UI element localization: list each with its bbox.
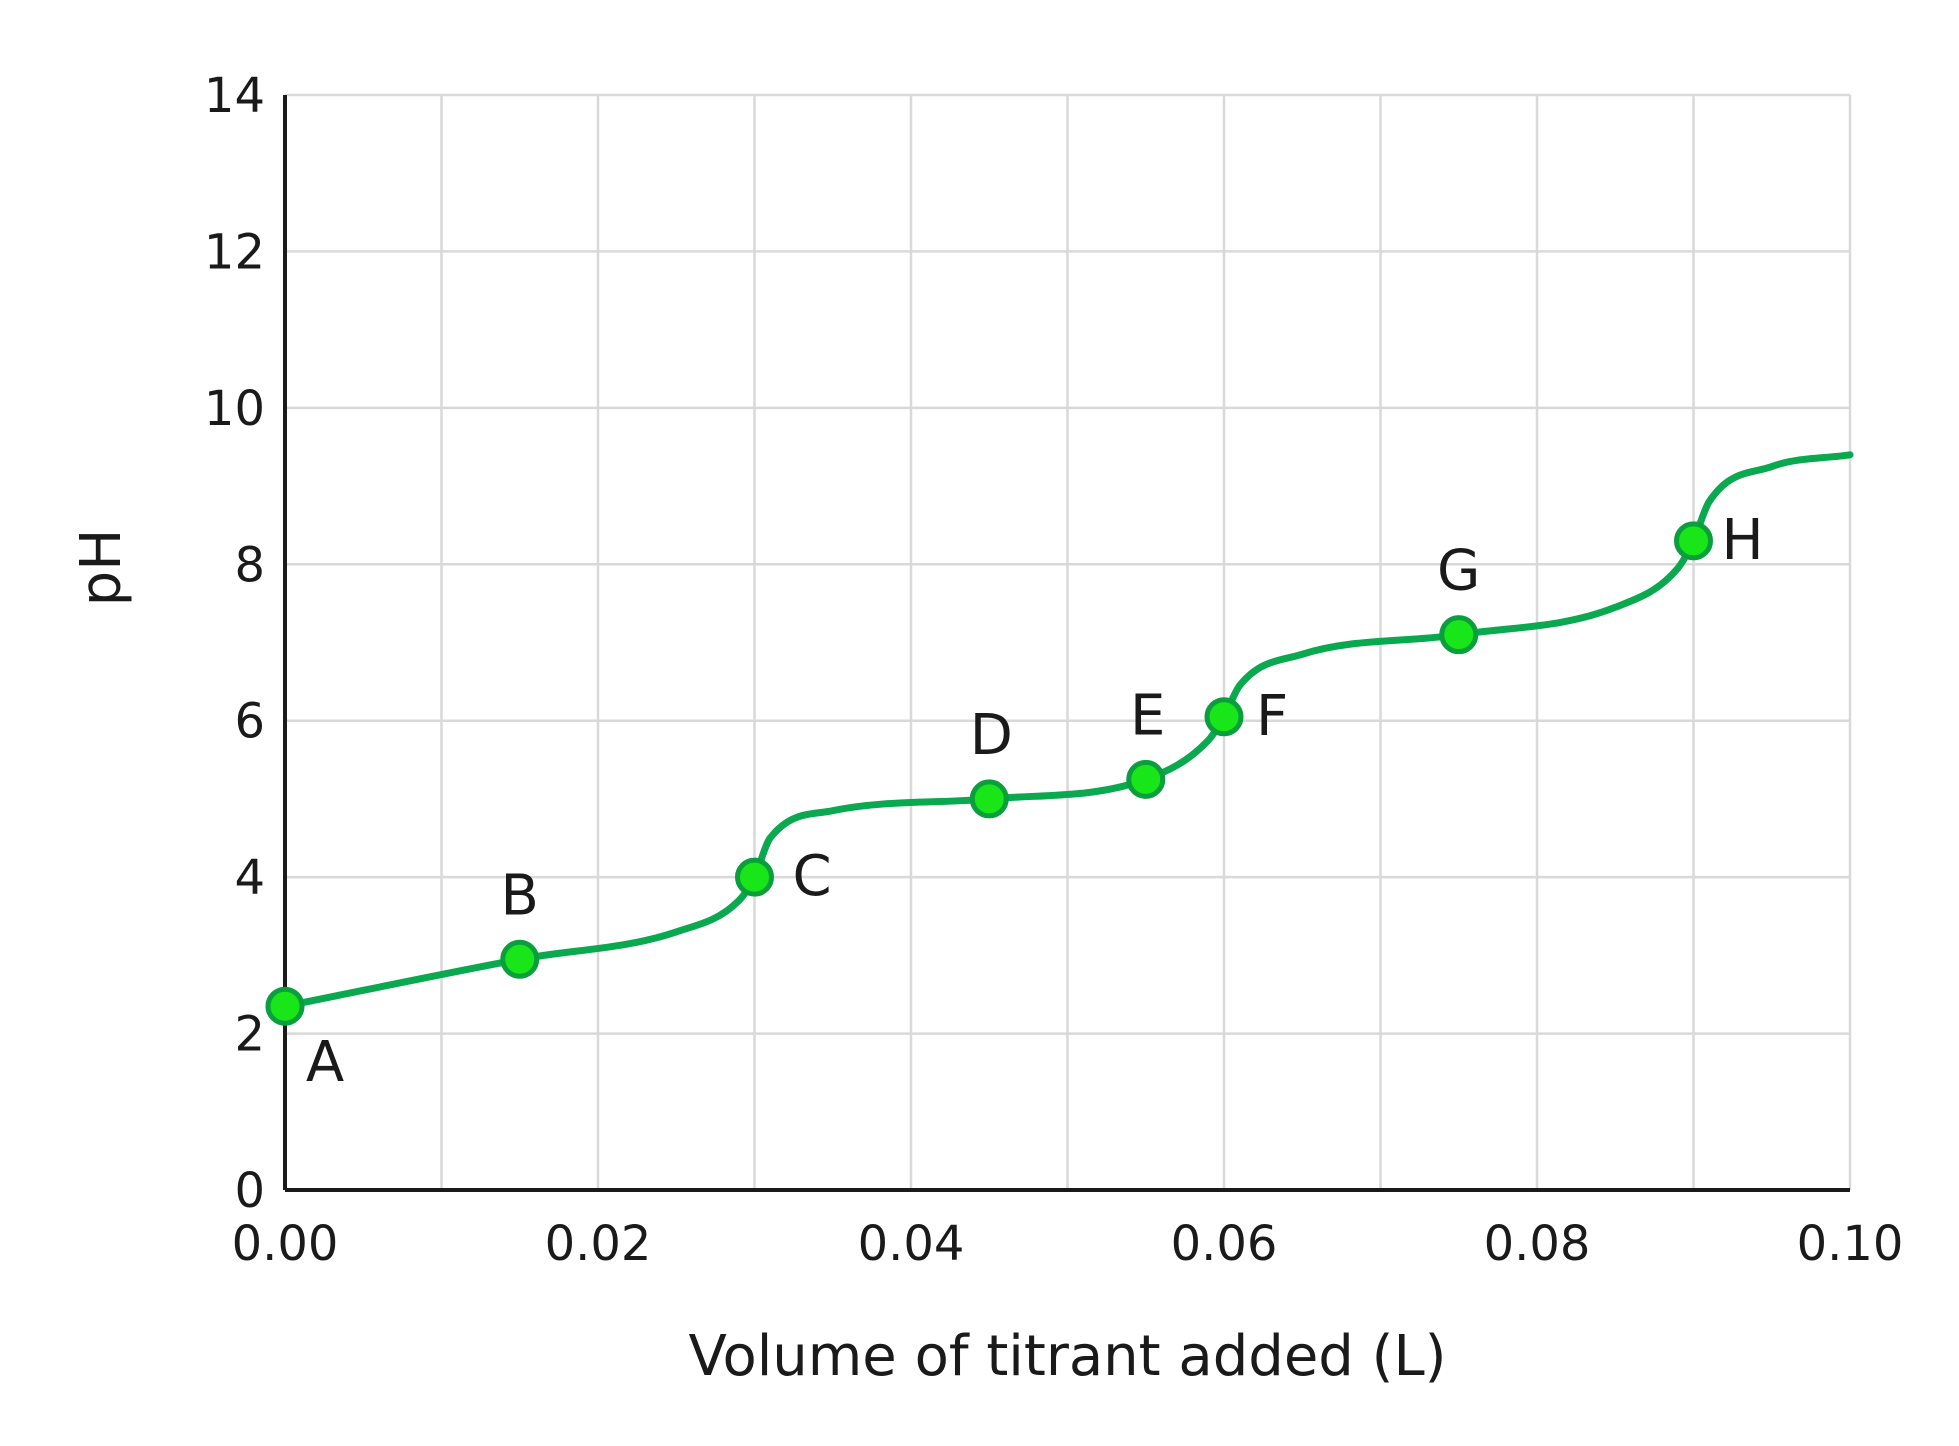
data-point-f xyxy=(1204,697,1244,737)
point-label-g: G xyxy=(1437,539,1480,604)
y-tick-label: 0 xyxy=(234,1163,265,1219)
y-tick-label: 6 xyxy=(234,694,265,750)
tick-labels: 0.00 0.02 0.04 0.06 0.08 0.10 0 2 4 6 8 10 12 14 xyxy=(204,68,1904,1272)
y-axis-title: pH xyxy=(69,529,134,607)
point-label-e: E xyxy=(1130,683,1165,748)
point-label-d: D xyxy=(970,703,1013,768)
data-points: A B C D E F G H xyxy=(265,508,1764,1095)
data-point-a xyxy=(265,986,305,1026)
point-label-c: C xyxy=(793,844,832,909)
x-tick-label: 0.10 xyxy=(1797,1216,1904,1272)
point-label-f: F xyxy=(1256,684,1288,749)
x-tick-label: 0.00 xyxy=(232,1216,339,1272)
x-axis-title: Volume of titrant added (L) xyxy=(688,1324,1446,1389)
grid xyxy=(283,93,1852,1192)
data-point-e xyxy=(1126,759,1166,799)
y-tick-label: 2 xyxy=(234,1007,265,1063)
data-point-d xyxy=(969,779,1009,819)
x-tick-label: 0.02 xyxy=(545,1216,652,1272)
data-point-h xyxy=(1674,521,1713,561)
y-tick-label: 12 xyxy=(204,224,265,280)
point-label-h: H xyxy=(1722,508,1764,573)
data-point-b xyxy=(500,939,540,979)
data-point-g xyxy=(1439,615,1479,655)
point-label-a: A xyxy=(306,1030,344,1095)
y-tick-label: 4 xyxy=(234,850,265,906)
data-point-c xyxy=(735,857,774,897)
point-label-b: B xyxy=(501,863,539,928)
x-tick-label: 0.04 xyxy=(858,1216,965,1272)
x-tick-label: 0.06 xyxy=(1171,1216,1278,1272)
y-tick-label: 10 xyxy=(204,381,265,437)
x-tick-label: 0.08 xyxy=(1484,1216,1591,1272)
y-tick-label: 14 xyxy=(204,68,265,124)
y-tick-label: 8 xyxy=(234,537,265,593)
